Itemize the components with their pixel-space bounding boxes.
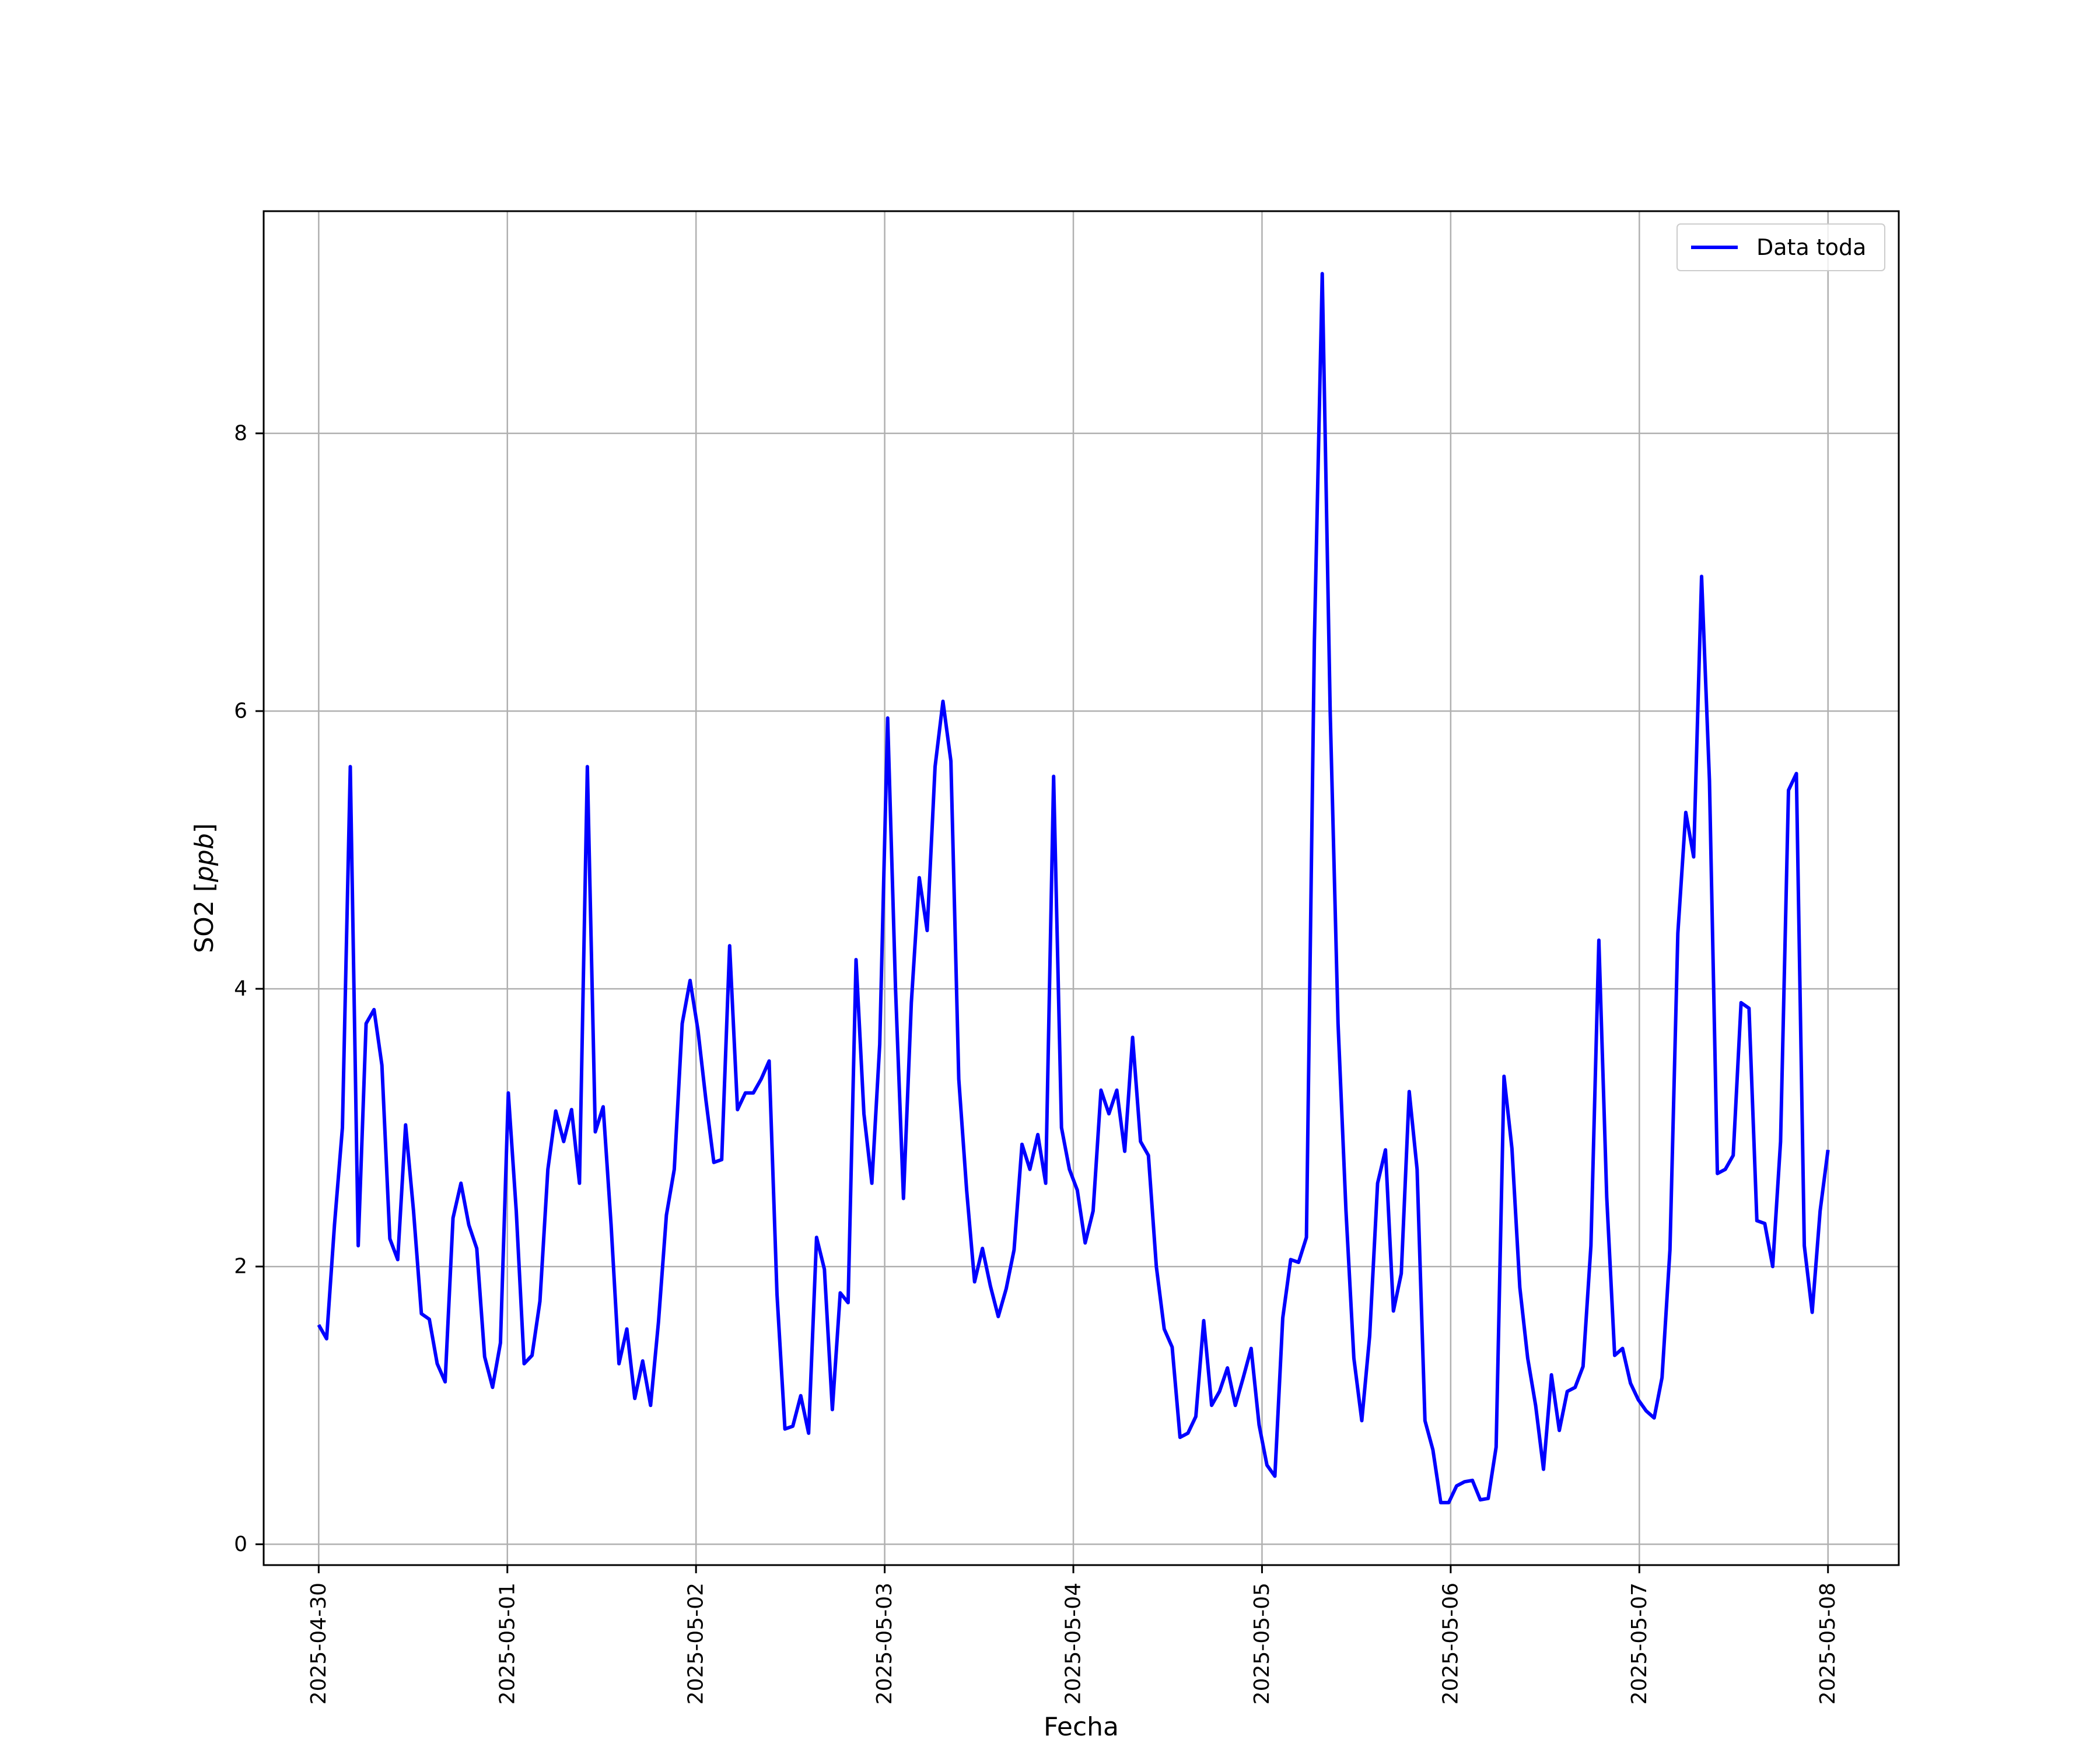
series-line-data-toda <box>317 272 1830 1504</box>
y-tick-label: 4 <box>234 977 247 1001</box>
y-tick-label: 0 <box>234 1532 247 1556</box>
x-axis-label: Fecha <box>1044 1712 1119 1742</box>
y-tick-label: 2 <box>234 1255 247 1279</box>
x-tick-label: 2025-05-02 <box>684 1583 708 1704</box>
y-axis-ticks: 0 2 4 6 8 <box>234 421 264 1556</box>
legend-label-data-toda: Data toda <box>1756 235 1866 260</box>
x-tick-label: 2025-05-06 <box>1438 1583 1462 1704</box>
grid-lines <box>264 211 1899 1565</box>
y-axis-label-unit: ppb <box>190 833 219 883</box>
legend: Data toda <box>1676 223 1885 271</box>
x-axis-ticks: 2025-04-30 2025-05-01 2025-05-02 2025-05-03… <box>307 1565 1840 1704</box>
y-axis-label: SO2 [ppb] <box>190 823 219 953</box>
y-tick-label: 8 <box>234 421 247 445</box>
x-tick-label: 2025-05-04 <box>1062 1583 1086 1704</box>
plot-frame <box>262 210 1900 1566</box>
x-tick-label: 2025-05-05 <box>1250 1583 1274 1704</box>
legend-box <box>1676 223 1885 271</box>
x-tick-label: 2025-05-01 <box>495 1583 519 1704</box>
y-tick-label: 6 <box>234 699 247 723</box>
y-axis-label-suffix: ] <box>190 823 219 833</box>
x-tick-label: 2025-05-03 <box>873 1583 897 1704</box>
x-tick-label: 2025-04-30 <box>307 1583 331 1704</box>
y-axis-label-prefix: SO2 [ <box>190 882 219 953</box>
x-tick-label: 2025-05-07 <box>1628 1583 1651 1704</box>
x-tick-label: 2025-05-08 <box>1816 1583 1840 1704</box>
